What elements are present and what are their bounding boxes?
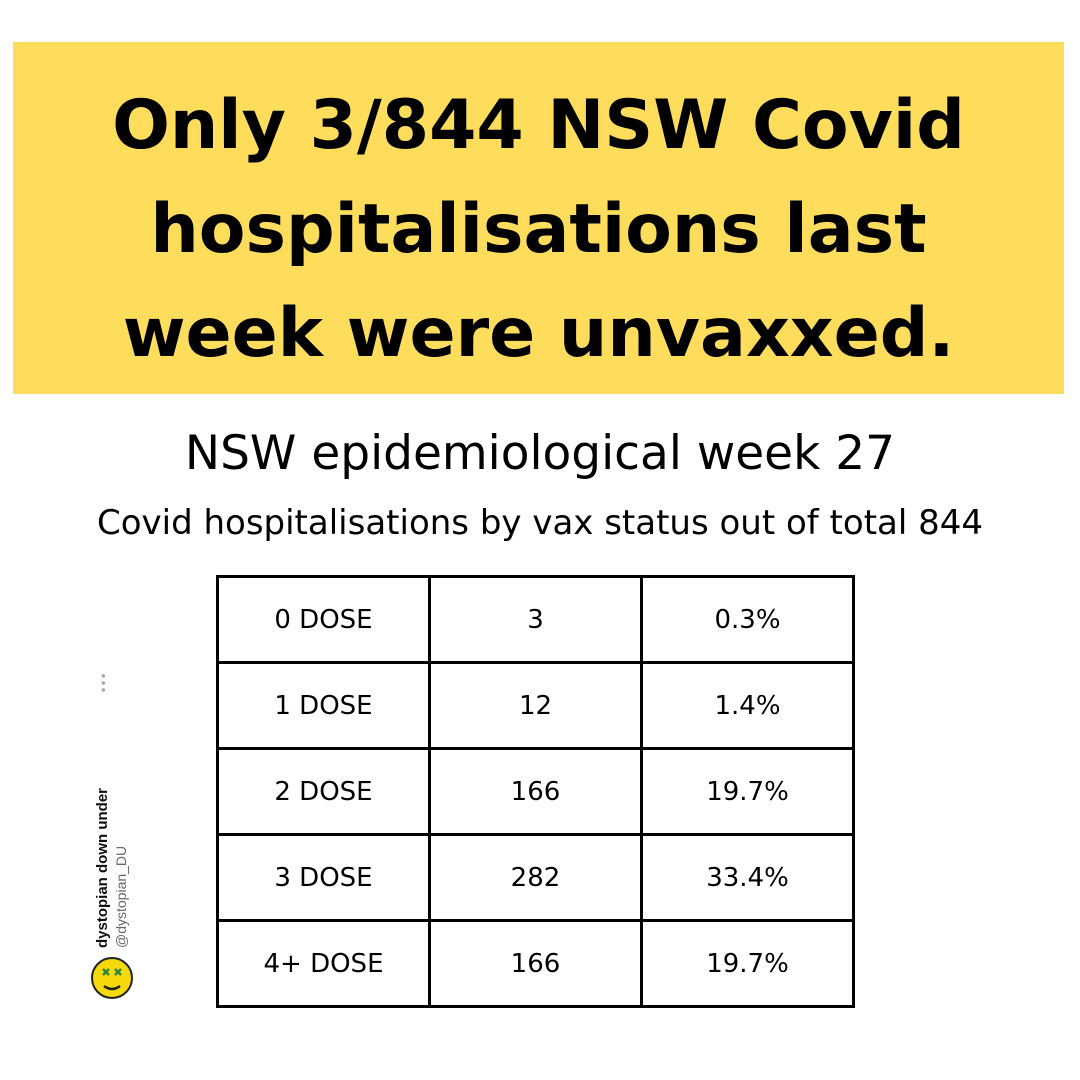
count-cell: 166 bbox=[428, 747, 643, 836]
dose-cell: 1 DOSE bbox=[216, 661, 431, 750]
watermark-handle: @dystopian_DU bbox=[113, 845, 129, 948]
ellipsis-icon[interactable]: ••• bbox=[95, 672, 110, 694]
percent-cell: 0.3% bbox=[640, 575, 855, 664]
percent-cell: 19.7% bbox=[640, 747, 855, 836]
headline-line-2: hospitalisations last bbox=[150, 190, 927, 269]
count-cell: 166 bbox=[428, 919, 643, 1008]
headline-line-3: week were unvaxxed. bbox=[122, 294, 955, 373]
subtitle-week: NSW epidemiological week 27 bbox=[184, 426, 896, 481]
smiley-x-eyes-icon bbox=[91, 957, 133, 999]
percent-cell: 33.4% bbox=[640, 833, 855, 922]
count-cell: 3 bbox=[428, 575, 643, 664]
dose-cell: 0 DOSE bbox=[216, 575, 431, 664]
percent-cell: 19.7% bbox=[640, 919, 855, 1008]
count-cell: 282 bbox=[428, 833, 643, 922]
headline-line-1: Only 3/844 NSW Covid bbox=[112, 86, 965, 165]
vax-status-table: 0 DOSE 3 0.3% 1 DOSE 12 1.4% 2 DOSE 166 … bbox=[216, 575, 855, 1008]
dose-cell: 3 DOSE bbox=[216, 833, 431, 922]
dose-cell: 2 DOSE bbox=[216, 747, 431, 836]
count-cell: 12 bbox=[428, 661, 643, 750]
headline-banner bbox=[13, 42, 1064, 394]
percent-cell: 1.4% bbox=[640, 661, 855, 750]
watermark-name: dystopian down under bbox=[94, 788, 111, 948]
dose-cell: 4+ DOSE bbox=[216, 919, 431, 1008]
table-row: 2 DOSE 166 19.7% bbox=[216, 747, 855, 836]
subtitle-description: Covid hospitalisations by vax status out… bbox=[96, 503, 984, 543]
table-row: 3 DOSE 282 33.4% bbox=[216, 833, 855, 922]
headline: Only 3/844 NSW Covid hospitalisations la… bbox=[13, 74, 1064, 386]
watermark: dystopian down under @dystopian_DU bbox=[90, 788, 134, 1000]
table-row: 0 DOSE 3 0.3% bbox=[216, 575, 855, 664]
table-row: 1 DOSE 12 1.4% bbox=[216, 661, 855, 750]
table-row: 4+ DOSE 166 19.7% bbox=[216, 919, 855, 1008]
